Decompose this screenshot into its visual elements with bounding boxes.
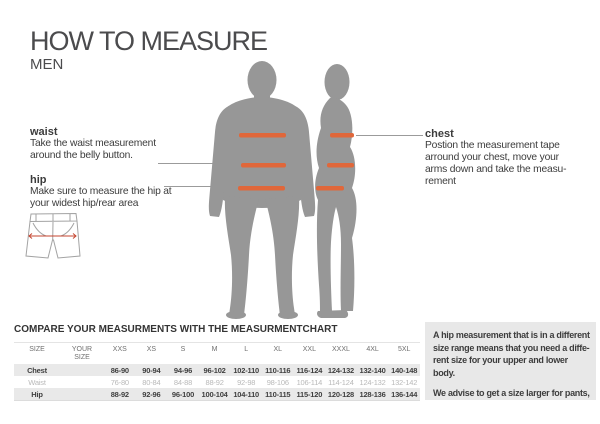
chest-leader-line (356, 135, 423, 136)
row-label: Hip (14, 388, 60, 401)
cell-value: 114-124 (325, 376, 357, 388)
cell-value: 86-90 (104, 364, 136, 376)
column-header-xxxl: XXXL (332, 346, 350, 353)
cell-value: 116-124 (293, 364, 326, 376)
waist-label: waist (30, 126, 58, 138)
size-chart-table: SIZE YOUR SIZE XXS XS S M L XL XXL XXXL … (14, 342, 420, 401)
column-header-5xl: 5XL (397, 346, 411, 353)
shorts-measure-line (28, 233, 77, 239)
table-row-waist: Waist 76-80 80-84 84-88 88-92 92-98 98-1… (14, 376, 420, 388)
column-header-xl: XL (273, 346, 283, 353)
hip-advice-info-box: A hip measurement that is in a different… (425, 322, 596, 400)
cell-value: 98-106 (261, 376, 294, 388)
shorts-left-pocket (32, 222, 47, 237)
waist-band-side (327, 163, 354, 168)
shorts-diagram (25, 212, 81, 259)
cell-value: 124-132 (356, 376, 389, 388)
your-size-cell (60, 388, 104, 401)
cell-value: 88-92 (198, 376, 231, 388)
cell-value: 132-140 (356, 364, 389, 376)
chest-band-side (330, 133, 354, 138)
column-header-m: M (211, 346, 218, 353)
column-header-l: L (244, 346, 249, 353)
cell-value: 96-102 (198, 364, 231, 376)
cell-value: 90-94 (135, 364, 168, 376)
page-subtitle: MEN (30, 56, 64, 73)
waist-band-front (241, 163, 286, 168)
hip-leader-line (164, 186, 231, 187)
waist-description: Take the waist measurement around the be… (30, 138, 156, 161)
chest-band-front (239, 133, 286, 138)
cell-value: 128-136 (356, 388, 389, 401)
page-title: HOW TO MEASURE (30, 26, 268, 56)
cell-value: 115-120 (293, 388, 326, 401)
waist-leader-line (158, 163, 224, 164)
row-label: Chest (14, 364, 60, 376)
cell-value: 100-104 (198, 388, 231, 401)
column-header-s: S (180, 346, 186, 353)
chest-description: Postion the measurement tape arround you… (425, 140, 567, 187)
cell-value: 132-142 (388, 376, 420, 388)
cell-value: 92-96 (135, 388, 168, 401)
table-row-hip: Hip 88-92 92-96 96-100 100-104 104-110 1… (14, 388, 420, 401)
measurement-bands (238, 133, 354, 191)
column-header-your-size: YOUR SIZE (71, 346, 93, 361)
shorts-right-pocket (60, 222, 75, 237)
hip-band-side (316, 186, 344, 191)
cell-value: 84-88 (167, 376, 199, 388)
cell-value: 88-92 (104, 388, 136, 401)
side-figure-silhouette (315, 64, 357, 318)
info-paragraph-pants-advice: We advise to get a size larger for pants… (433, 388, 590, 398)
your-size-cell (60, 364, 104, 376)
row-label: Waist (14, 376, 60, 388)
cell-value: 102-110 (230, 364, 262, 376)
cell-value: 92-98 (230, 376, 262, 388)
cell-value: 106-114 (293, 376, 326, 388)
table-header-row: SIZE YOUR SIZE XXS XS S M L XL XXL XXXL … (14, 343, 420, 365)
cell-value: 80-84 (135, 376, 168, 388)
chest-label: chest (425, 128, 454, 140)
cell-value: 110-116 (261, 364, 294, 376)
shorts-belt-loops (35, 213, 71, 221)
hip-band-front (238, 186, 285, 191)
cell-value: 140-148 (388, 364, 420, 376)
column-header-xs: XS (146, 346, 157, 353)
cell-value: 76-80 (104, 376, 136, 388)
column-header-xxl: XXL (302, 346, 316, 353)
cell-value: 94-96 (167, 364, 199, 376)
cell-value: 124-132 (325, 364, 357, 376)
cell-value: 104-110 (230, 388, 262, 401)
cell-value: 120-128 (325, 388, 357, 401)
column-header-size: SIZE (29, 346, 45, 353)
cell-value: 96-100 (167, 388, 199, 401)
column-header-xxs: XXS (112, 346, 127, 353)
size-chart-heading: COMPARE YOUR MEASURMENTS WITH THE MEASUR… (14, 324, 338, 335)
column-header-4xl: 4XL (366, 346, 379, 353)
cell-value: 136-144 (388, 388, 420, 401)
hip-description: Make sure to measure the hip at your wid… (30, 186, 172, 209)
info-paragraph-hip-measurement: A hip measurement that is in a different… (433, 330, 590, 378)
your-size-cell (60, 376, 104, 388)
table-row-chest: Chest 86-90 90-94 94-96 96-102 102-110 1… (14, 364, 420, 376)
cell-value: 110-115 (261, 388, 294, 401)
hip-label: hip (30, 174, 47, 186)
body-silhouettes-figure (208, 61, 357, 319)
front-figure-silhouette (208, 61, 316, 319)
